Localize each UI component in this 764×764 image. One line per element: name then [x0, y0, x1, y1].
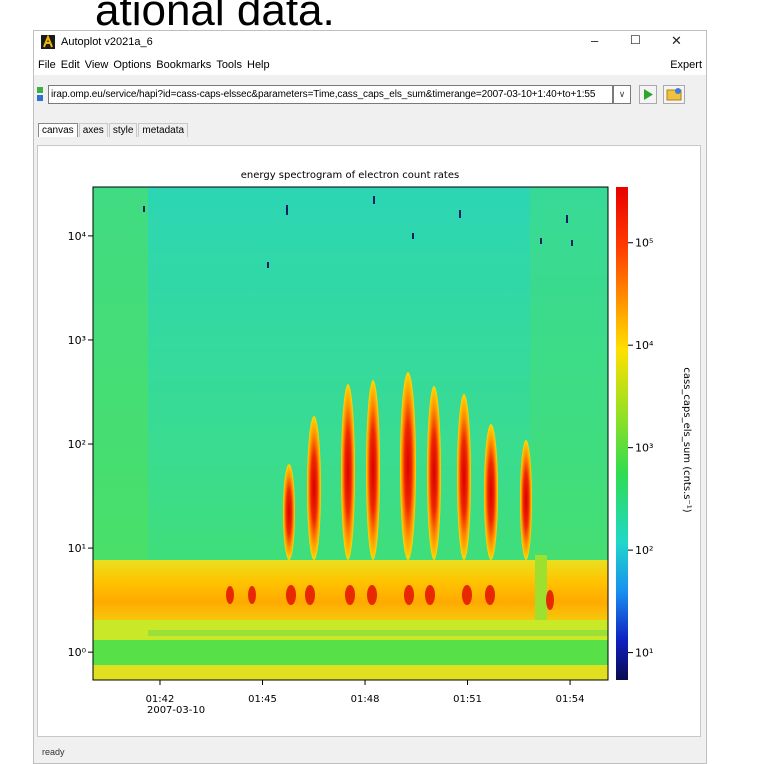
url-dropdown[interactable]: ∨ — [613, 85, 631, 104]
menu-item[interactable]: Bookmarks — [156, 59, 212, 71]
menu-item[interactable]: View — [84, 59, 109, 71]
y-tick-label: 10¹ — [68, 542, 86, 555]
colorbar — [616, 187, 628, 680]
background-text: ational data. — [95, 0, 335, 35]
maximize-button[interactable]: ☐ — [630, 33, 641, 47]
x-tick-label: 01:45 — [248, 694, 277, 705]
x-date-label: 2007-03-10 — [147, 705, 205, 716]
colorbar-tick-label: 10² — [635, 544, 653, 557]
url-field[interactable]: irap.omp.eu/service/hapi?id=cass-caps-el… — [48, 85, 613, 104]
y-tick-label: 10² — [68, 438, 86, 451]
tab[interactable]: style — [108, 123, 138, 137]
y-tick-label: 10⁰ — [68, 646, 87, 659]
tab-bar: canvas axes style metadata — [38, 123, 189, 137]
plot-title: energy spectrogram of electron count rat… — [241, 170, 459, 181]
colorbar-tick-label: 10⁵ — [635, 237, 653, 250]
close-button[interactable]: ✕ — [671, 33, 682, 48]
x-tick-label: 01:51 — [453, 694, 482, 705]
uri-icon — [37, 87, 43, 101]
menu-item[interactable]: Options — [113, 59, 152, 71]
open-button[interactable] — [663, 85, 685, 104]
tab[interactable]: metadata — [138, 123, 189, 137]
go-button[interactable] — [639, 85, 657, 104]
x-tick-label: 01:54 — [556, 694, 585, 705]
plot-frame — [92, 186, 609, 681]
menu-list: File Edit View Options Bookmarks Tools Help — [38, 59, 270, 71]
app-icon — [41, 35, 55, 49]
tab[interactable]: canvas — [38, 123, 78, 137]
colorbar-label: cass_caps_els_sum (cnts.s⁻¹) — [681, 367, 692, 512]
menu-item[interactable]: Tools — [216, 59, 242, 71]
colorbar-tick-label: 10³ — [635, 442, 653, 455]
status-text: ready — [42, 747, 65, 757]
minimize-button[interactable]: – — [591, 33, 599, 48]
x-tick-label: 01:48 — [351, 694, 380, 705]
colorbar-tick-label: 10¹ — [635, 647, 653, 660]
menu-item[interactable]: File — [38, 59, 56, 71]
expert-menu[interactable]: Expert — [670, 59, 702, 71]
title-bar: Autoplot v2021a_6 – ☐ ✕ — [34, 31, 706, 55]
tab[interactable]: axes — [78, 123, 108, 137]
spectrogram-image — [93, 187, 608, 680]
x-tick-label: 01:42 — [146, 694, 175, 705]
window-title: Autoplot v2021a_6 — [61, 36, 153, 48]
y-tick-label: 10⁴ — [68, 230, 87, 243]
y-tick-label: 10³ — [68, 334, 86, 347]
menu-item[interactable]: Edit — [60, 59, 80, 71]
colorbar-tick-label: 10⁴ — [635, 339, 654, 352]
menu-item[interactable]: Help — [247, 59, 270, 71]
menu-bar: File Edit View Options Bookmarks Tools Help Ex… — [34, 55, 706, 75]
